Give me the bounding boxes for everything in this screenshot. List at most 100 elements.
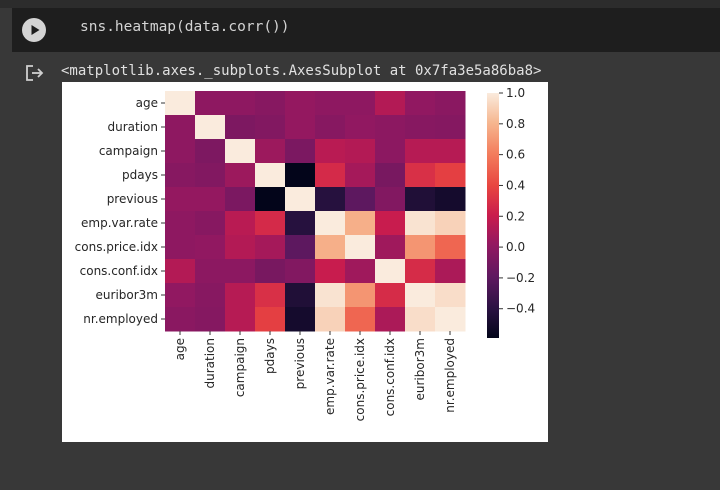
- heatmap-cell: [345, 307, 376, 332]
- heatmap-cell: [345, 259, 376, 284]
- column-label: emp.var.rate: [323, 338, 337, 415]
- heatmap-cell: [405, 91, 436, 116]
- heatmap-cell: [255, 259, 286, 284]
- heatmap-cell: [315, 115, 346, 140]
- heatmap-cell: [285, 91, 316, 116]
- heatmap-cell: [255, 187, 286, 212]
- heatmap-cell: [375, 211, 406, 236]
- play-icon: [31, 25, 40, 35]
- heatmap-cell: [195, 139, 226, 164]
- row-label: emp.var.rate: [81, 216, 158, 230]
- colorbar-tick-label: 0.6: [506, 148, 525, 162]
- heatmap-cell: [405, 307, 436, 332]
- heatmap-cell: [405, 187, 436, 212]
- heatmap-cell: [195, 91, 226, 116]
- heatmap-cell: [165, 139, 196, 164]
- heatmap-cell: [435, 307, 466, 332]
- heatmap-cell: [285, 307, 316, 332]
- heatmap-cell: [405, 283, 436, 308]
- heatmap-cell: [225, 235, 256, 260]
- heatmap-cell: [315, 235, 346, 260]
- heatmap-cell: [195, 163, 226, 188]
- heatmap-cell: [165, 115, 196, 140]
- heatmap-cell: [195, 259, 226, 284]
- top-bar: [0, 0, 720, 8]
- heatmap-cell: [405, 139, 436, 164]
- heatmap-cell: [285, 211, 316, 236]
- heatmap-cell: [315, 139, 346, 164]
- heatmap-cell: [225, 91, 256, 116]
- heatmap-cell: [375, 283, 406, 308]
- heatmap-cell: [435, 283, 466, 308]
- heatmap-cell: [345, 211, 376, 236]
- heatmap-cell: [345, 235, 376, 260]
- column-label: campaign: [233, 338, 247, 397]
- heatmap-cell: [225, 115, 256, 140]
- code-text[interactable]: sns.heatmap(data.corr()): [80, 19, 290, 35]
- heatmap-cell: [435, 163, 466, 188]
- heatmap-cell: [285, 283, 316, 308]
- colorbar-tick-label: 0.0: [506, 240, 525, 254]
- column-label: previous: [293, 338, 307, 389]
- heatmap-cell: [405, 115, 436, 140]
- row-label: cons.conf.idx: [80, 264, 158, 278]
- heatmap-cell: [435, 139, 466, 164]
- heatmap-cell: [435, 259, 466, 284]
- heatmap-cell: [165, 259, 196, 284]
- row-label: pdays: [122, 168, 158, 182]
- heatmap-cell: [315, 283, 346, 308]
- heatmap-cell: [195, 235, 226, 260]
- heatmap-cell: [405, 211, 436, 236]
- heatmap-cell: [225, 307, 256, 332]
- heatmap-cell: [345, 115, 376, 140]
- heatmap-cell: [255, 139, 286, 164]
- heatmap-cell: [405, 235, 436, 260]
- heatmap-cell: [375, 307, 406, 332]
- row-label: duration: [108, 120, 159, 134]
- row-label: nr.employed: [83, 312, 158, 326]
- heatmap-cell: [225, 139, 256, 164]
- colorbar-tick-label: 1.0: [506, 86, 525, 100]
- code-cell[interactable]: sns.heatmap(data.corr()): [12, 8, 720, 52]
- heatmap-cell: [435, 211, 466, 236]
- heatmap-cell: [225, 163, 256, 188]
- heatmap-cell: [165, 187, 196, 212]
- heatmap-cell: [375, 187, 406, 212]
- heatmap-cell: [285, 163, 316, 188]
- column-label: cons.price.idx: [353, 338, 367, 421]
- heatmap-cell: [225, 187, 256, 212]
- heatmap-cell: [285, 115, 316, 140]
- heatmap-cell: [255, 235, 286, 260]
- heatmap-cell: [375, 115, 406, 140]
- heatmap-cell: [435, 115, 466, 140]
- heatmap-cell: [195, 115, 226, 140]
- heatmap-cell: [375, 235, 406, 260]
- run-cell-button[interactable]: [22, 18, 46, 42]
- colorbar-tick-label: 0.8: [506, 117, 525, 131]
- colorbar: [487, 93, 499, 338]
- heatmap-cell: [375, 91, 406, 116]
- heatmap-cell: [435, 91, 466, 116]
- heatmap-cell: [225, 259, 256, 284]
- heatmap-cell: [285, 235, 316, 260]
- heatmap-cell: [165, 163, 196, 188]
- heatmap-cell: [435, 187, 466, 212]
- heatmap-cell: [255, 91, 286, 116]
- column-label: cons.conf.idx: [383, 338, 397, 416]
- heatmap-cell: [255, 283, 286, 308]
- colorbar-tick-label: 0.4: [506, 178, 525, 192]
- heatmap-cell: [315, 307, 346, 332]
- colorbar-tick-label: 0.2: [506, 209, 525, 223]
- heatmap-cell: [255, 211, 286, 236]
- heatmap-cell: [405, 163, 436, 188]
- heatmap-cell: [345, 187, 376, 212]
- heatmap-cell: [195, 211, 226, 236]
- column-label: duration: [203, 338, 217, 389]
- output-arrow-icon[interactable]: [25, 64, 45, 82]
- heatmap-cell: [315, 163, 346, 188]
- column-label: age: [173, 338, 187, 360]
- heatmap-cell: [375, 259, 406, 284]
- colorbar-tick-label: −0.4: [506, 302, 535, 316]
- colorbar-tick-label: −0.2: [506, 271, 535, 285]
- heatmap-cell: [165, 91, 196, 116]
